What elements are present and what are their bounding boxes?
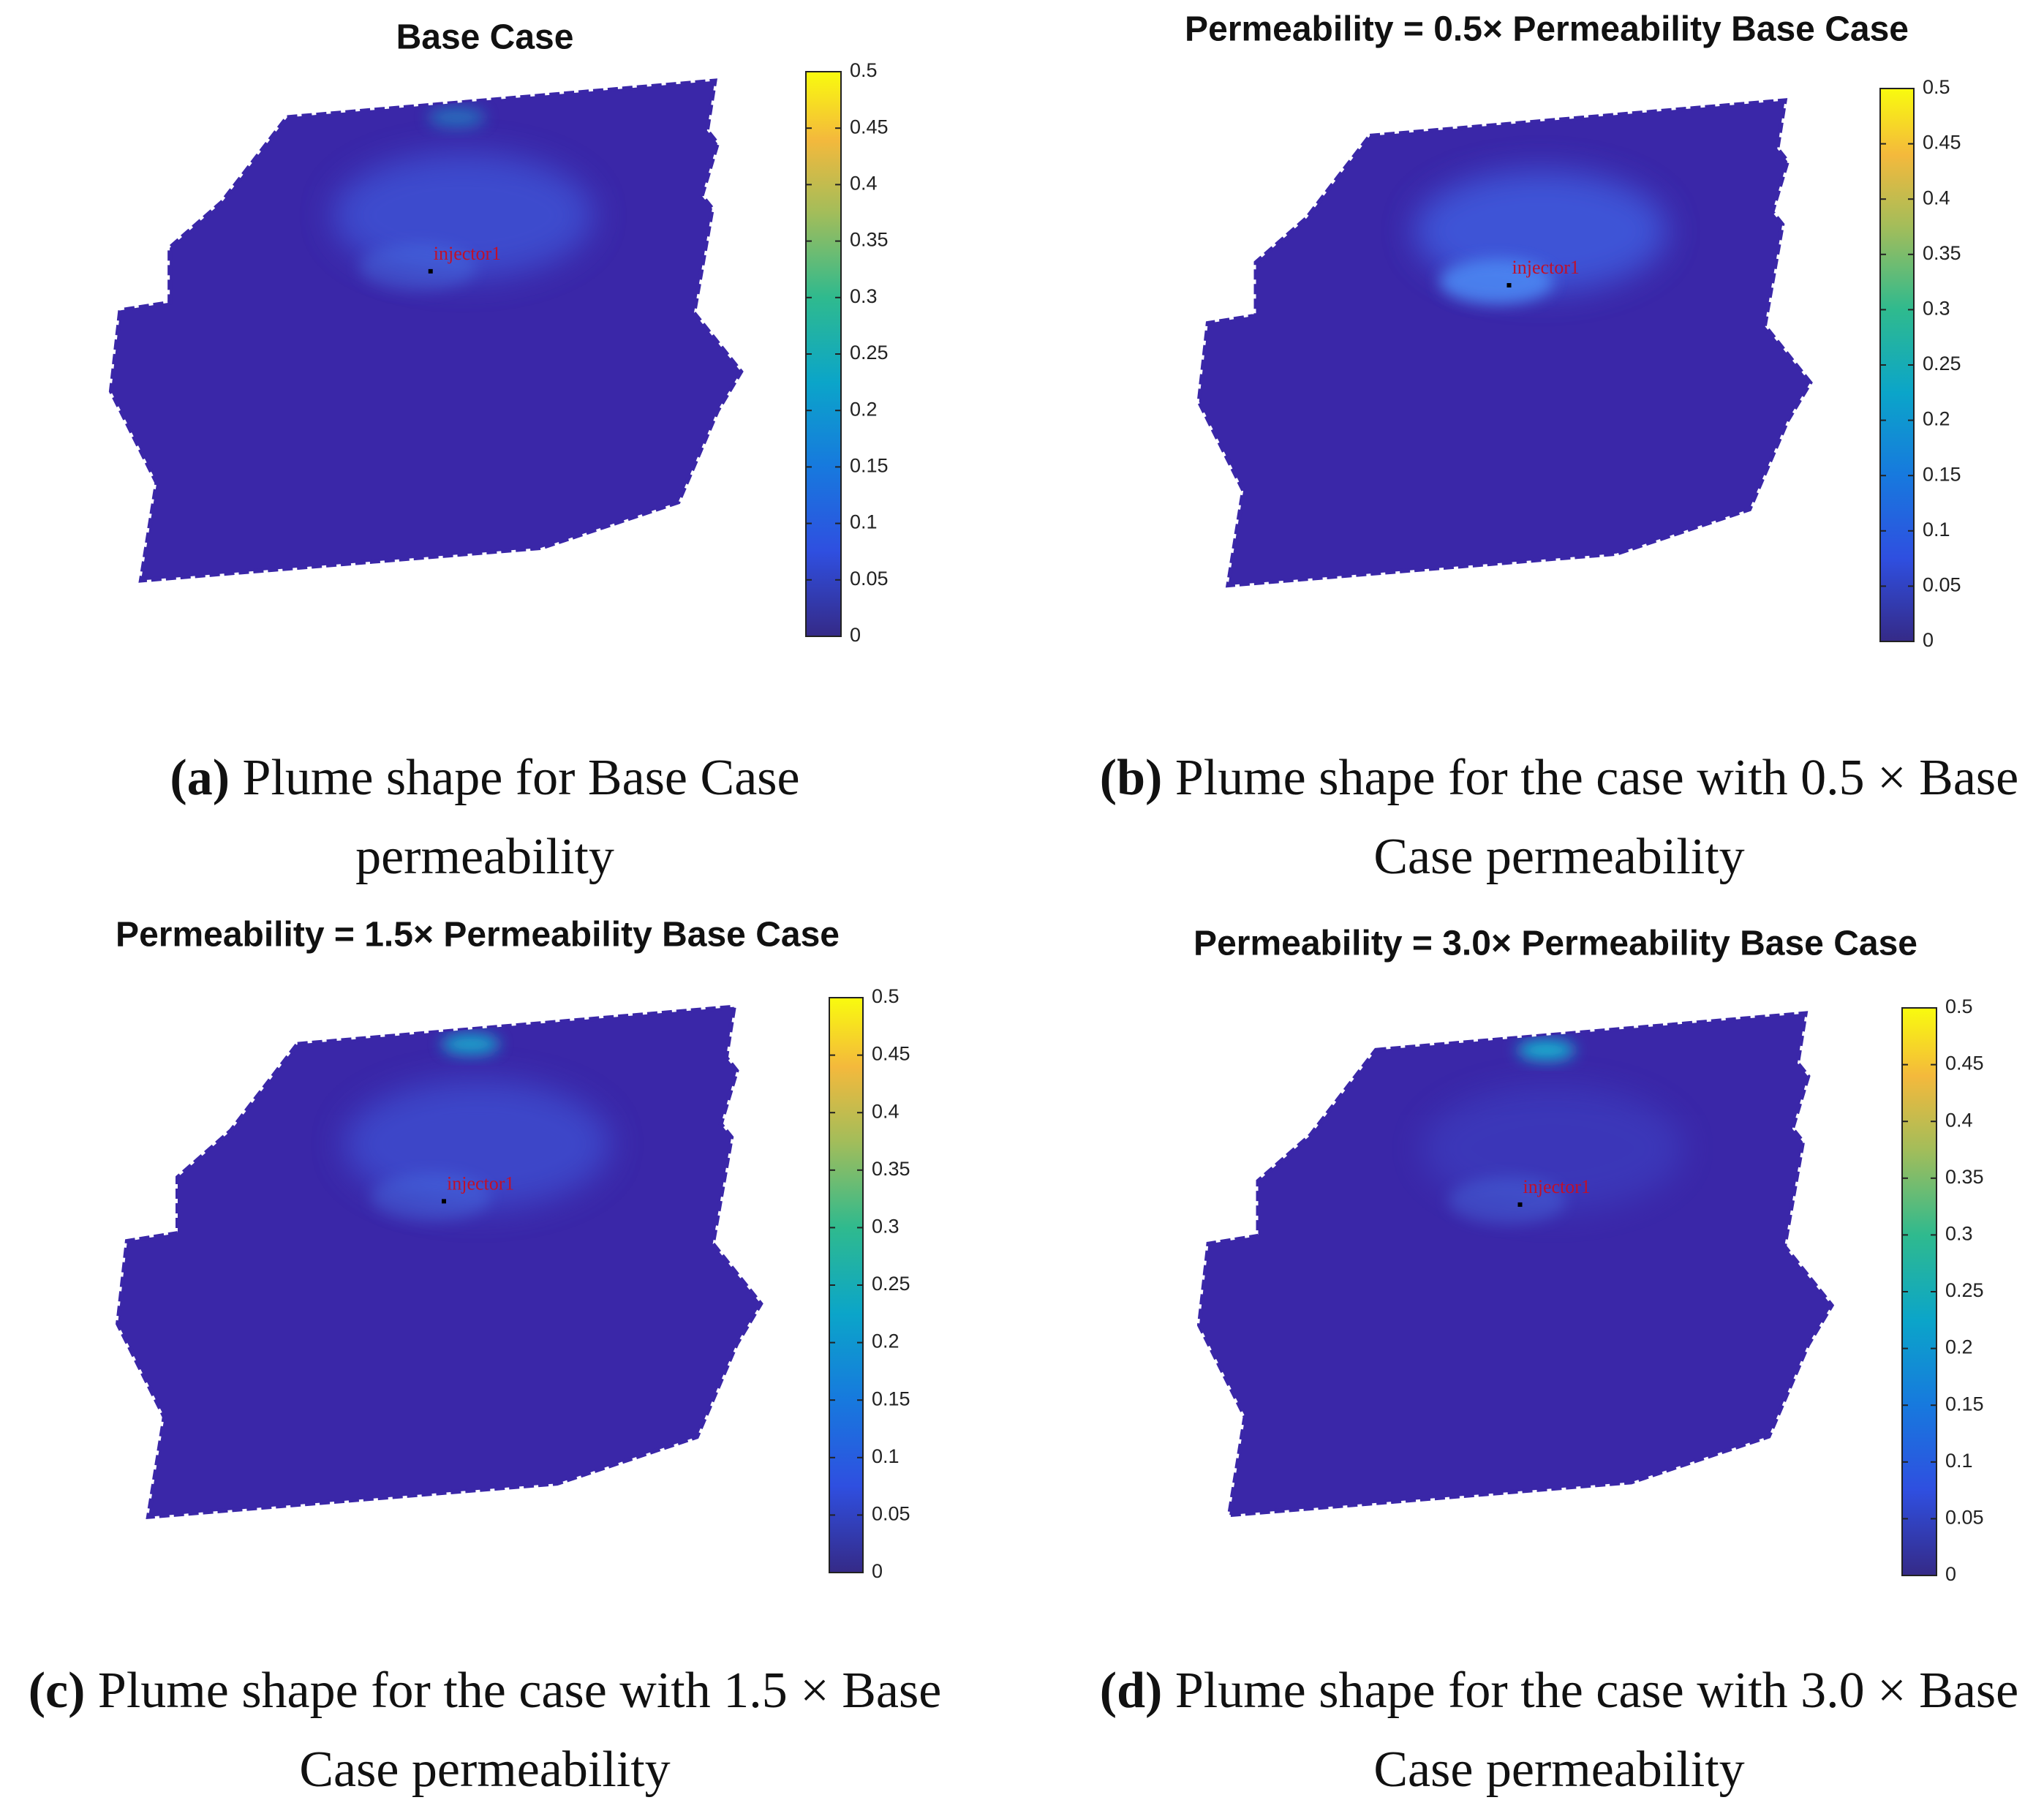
plume-top: [441, 1033, 500, 1055]
chart-title: Base Case: [396, 18, 574, 57]
plume-top: [1517, 1039, 1575, 1061]
colorbar-tick-label: 0.5: [850, 59, 878, 81]
colorbar-tick-label: 0: [850, 624, 861, 646]
colorbar-tick-label: 0.15: [850, 455, 889, 477]
injector-well: [1517, 1202, 1523, 1207]
caption: (c) Plume shape for the case with 1.5 × …: [6, 1652, 964, 1810]
chart-title: Permeability = 0.5× Permeability Base Ca…: [1185, 10, 1909, 49]
caption-text: Plume shape for Base Case permeability: [242, 750, 800, 885]
caption-label: (b): [1099, 750, 1163, 806]
colorbar-tick-label: 0.35: [872, 1158, 910, 1180]
caption: (b) Plume shape for the case with 0.5 × …: [1076, 739, 2042, 897]
caption-text: Plume shape for the case with 3.0 × Base…: [1174, 1663, 2019, 1798]
colorbar-tick-label: 0.05: [872, 1503, 910, 1525]
injector-well: [1506, 283, 1512, 288]
colorbar-tick-label: 0.15: [1923, 463, 1961, 485]
colorbar-tick-label: 0.1: [872, 1445, 900, 1467]
injector-well: [442, 1199, 446, 1204]
colorbar-tick-label: 0.45: [1923, 132, 1961, 154]
colorbar-tick-label: 0.5: [872, 985, 900, 1007]
colorbar-tick-label: 0.45: [850, 116, 889, 138]
colorbar-tick-label: 0.05: [1923, 574, 1961, 596]
well-label: injector1: [1512, 257, 1580, 278]
chart-title: Permeability = 1.5× Permeability Base Ca…: [116, 916, 840, 955]
panel: Permeability = 1.5× Permeability Base Ca…: [116, 916, 910, 1582]
colorbar-tick-label: 0.1: [1945, 1450, 1973, 1472]
colorbar-tick-label: 0.2: [1923, 408, 1950, 430]
plume: [333, 107, 594, 291]
caption: (d) Plume shape for the case with 3.0 × …: [1076, 1652, 2042, 1810]
colorbar-tick-label: 0.3: [850, 285, 878, 307]
caption-label: (d): [1099, 1663, 1163, 1719]
colorbar-tick-label: 0.4: [872, 1100, 900, 1122]
colorbar-tick-label: 0.5: [1945, 995, 1973, 1017]
well-label: injector1: [447, 1172, 514, 1194]
caption-text: Plume shape for the case with 0.5 × Base…: [1174, 750, 2019, 885]
caption: (a) Plume shape for Base Case permeabili…: [83, 739, 887, 897]
panel: Permeability = 3.0× Permeability Base Ca…: [1193, 925, 1984, 1585]
plume: [1422, 1039, 1684, 1224]
colorbar-tick-label: 0.4: [1945, 1109, 1973, 1131]
colorbar-tick-label: 0.1: [1923, 519, 1950, 541]
plume-core: [1448, 1177, 1566, 1224]
colorbar-tick-label: 0.2: [872, 1330, 900, 1352]
colorbar-tick-label: 0.25: [872, 1273, 910, 1295]
colorbar-tick-label: 0.05: [1945, 1507, 1984, 1529]
colorbar-tick-label: 0.25: [1923, 353, 1961, 374]
colorbar-tick-label: 0.4: [1923, 187, 1950, 208]
colorbar-tick-label: 0.1: [850, 511, 878, 533]
colorbar-tick-label: 0.35: [1923, 242, 1961, 264]
colorbar-tick-label: 0.2: [850, 398, 878, 420]
well-label: injector1: [1523, 1176, 1591, 1197]
colorbar-tick-label: 0.4: [850, 173, 878, 195]
plume-top: [428, 107, 486, 128]
caption-label: (c): [28, 1663, 86, 1719]
plume-core: [358, 244, 477, 291]
colorbar-tick-label: 0.3: [1945, 1223, 1973, 1245]
colorbar-tick-label: 0: [1923, 629, 1934, 651]
caption-text: Plume shape for the case with 1.5 × Base…: [97, 1663, 942, 1798]
colorbar-tick-label: 0.15: [872, 1388, 910, 1409]
colorbar-tick-label: 0.2: [1945, 1336, 1973, 1358]
chart-title: Permeability = 3.0× Permeability Base Ca…: [1193, 925, 1917, 963]
colorbar-tick-label: 0: [1945, 1563, 1956, 1585]
plume-core: [370, 1173, 491, 1221]
colorbar-tick-label: 0.35: [850, 229, 889, 251]
plume: [1414, 170, 1667, 304]
panel: Base Case injector1 0 0.05 0.1 0.15 0.2 0.25 0.3…: [108, 18, 889, 646]
well-label: injector1: [434, 243, 501, 264]
caption-label: (a): [170, 750, 230, 806]
colorbar-tick-label: 0: [872, 1560, 883, 1582]
plume-core: [1439, 258, 1554, 304]
colorbar-tick-label: 0.25: [1945, 1279, 1984, 1301]
colorbar-tick-label: 0.05: [850, 568, 889, 590]
colorbar-tick-label: 0.3: [1923, 298, 1950, 320]
colorbar-tick-label: 0.45: [1945, 1053, 1984, 1074]
colorbar-tick-label: 0.25: [850, 342, 889, 364]
panel: Permeability = 0.5× Permeability Base Ca…: [1185, 10, 1961, 651]
colorbar-tick-label: 0.15: [1945, 1393, 1984, 1415]
colorbar-tick-label: 0.45: [872, 1043, 910, 1065]
colorbar-tick-label: 0.5: [1923, 76, 1950, 98]
colorbar-tick-label: 0.35: [1945, 1166, 1984, 1188]
injector-well: [428, 268, 433, 274]
colorbar-tick-label: 0.3: [872, 1216, 900, 1238]
plume: [344, 1033, 611, 1221]
